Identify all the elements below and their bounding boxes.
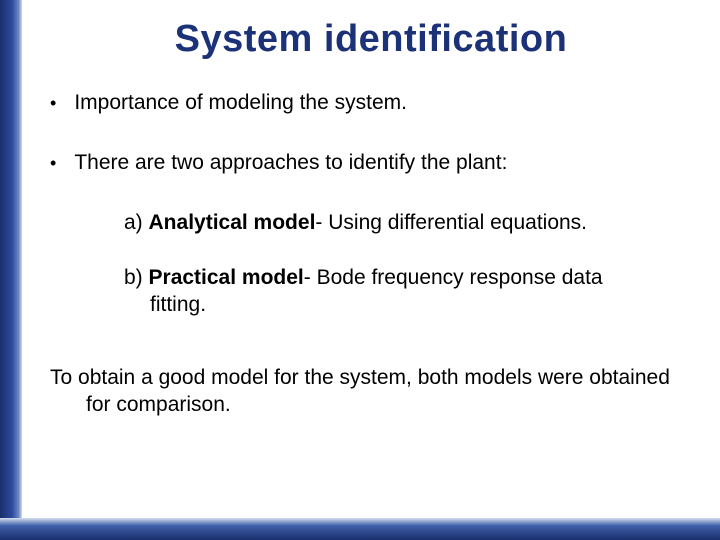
sub-prefix: a)	[124, 211, 149, 234]
bullet-item: • Importance of modeling the system.	[42, 89, 700, 117]
sub-bold: Practical model	[149, 266, 304, 289]
slide-title: System identification	[42, 18, 700, 61]
sub-item-a: a) Analytical model- Using differential …	[124, 209, 620, 236]
left-accent-bar	[0, 0, 22, 540]
bullet-item: • There are two approaches to identify t…	[42, 149, 700, 177]
closing-text: To obtain a good model for the system, b…	[78, 364, 700, 418]
bullet-text: There are two approaches to identify the…	[74, 149, 507, 177]
spacer	[42, 346, 700, 364]
sub-item-b: b) Practical model- Bode frequency respo…	[124, 264, 620, 318]
sub-rest: - Using differential equations.	[315, 211, 587, 234]
slide-content: System identification • Importance of mo…	[22, 0, 720, 518]
bullet-dot-icon: •	[50, 149, 56, 177]
sub-prefix: b)	[124, 266, 149, 289]
bullet-text: Importance of modeling the system.	[74, 89, 407, 117]
sub-bold: Analytical model	[149, 211, 316, 234]
bullet-dot-icon: •	[50, 89, 56, 117]
bottom-accent-bar	[0, 518, 720, 540]
